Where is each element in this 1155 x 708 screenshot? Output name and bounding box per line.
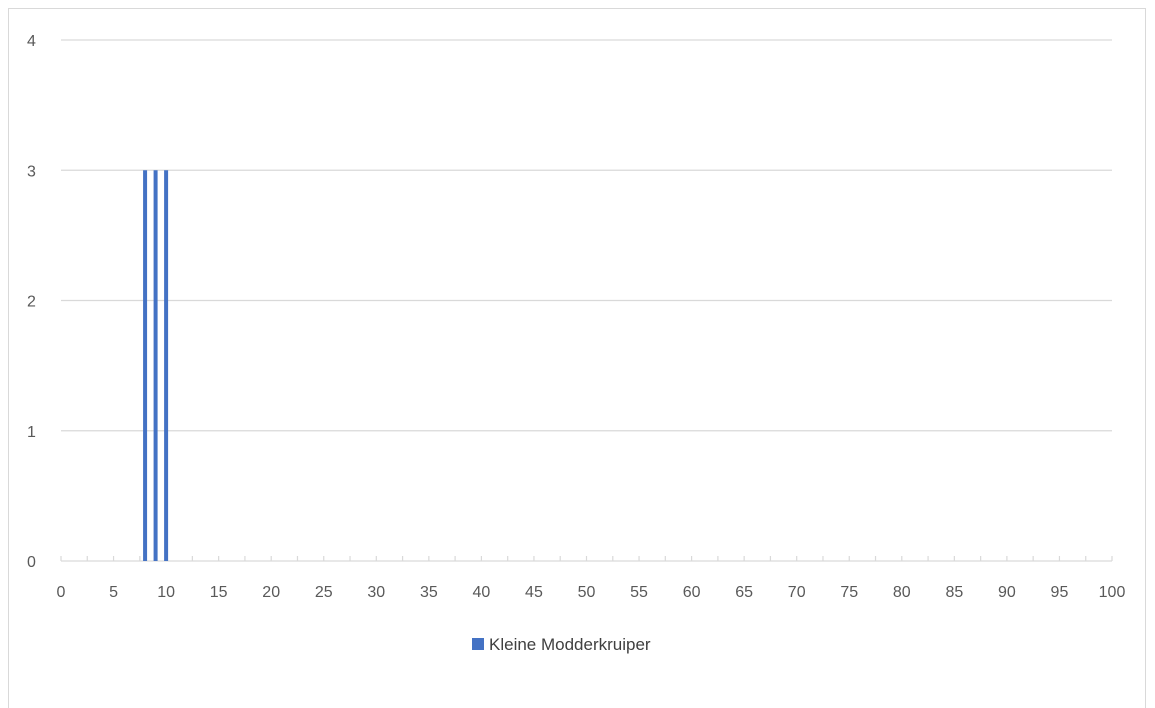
x-tick-label: 5 (109, 584, 118, 601)
y-tick-label: 0 (27, 554, 36, 571)
x-tick-label: 55 (630, 584, 648, 601)
x-tick-label: 50 (578, 584, 596, 601)
legend-label: Kleine Modderkruiper (489, 635, 651, 654)
data-bars (143, 170, 168, 561)
gridlines (61, 40, 1112, 431)
y-tick-label: 1 (27, 424, 36, 441)
bar-x9 (154, 170, 158, 561)
x-tick-label: 80 (893, 584, 911, 601)
x-tick-label: 35 (420, 584, 438, 601)
legend-swatch (472, 638, 484, 650)
x-tick-label: 25 (315, 584, 333, 601)
x-tick-label: 15 (210, 584, 228, 601)
x-tick-label: 70 (788, 584, 806, 601)
legend: Kleine Modderkruiper (472, 635, 651, 654)
bar-x10 (164, 170, 168, 561)
x-tick-label: 90 (998, 584, 1016, 601)
y-tick-label: 4 (27, 33, 36, 50)
x-tick-label: 10 (157, 584, 175, 601)
x-tick-label: 0 (57, 584, 66, 601)
x-tick-label: 95 (1051, 584, 1069, 601)
x-tick-label: 40 (473, 584, 491, 601)
x-tick-label: 60 (683, 584, 701, 601)
y-axis-tick-labels: 0 1 2 3 4 (27, 33, 36, 571)
x-tick-label: 20 (262, 584, 280, 601)
x-axis (61, 556, 1112, 561)
x-axis-tick-labels: 0 5 10 15 20 25 30 35 40 45 50 55 60 65 70 75 80 85 90 95 10… (57, 584, 1126, 601)
chart-canvas: 0 1 2 3 4 0 5 10 15 20 25 30 35 40 45 50 55 60 65 70 75 80 85… (0, 0, 1155, 677)
x-tick-label: 85 (945, 584, 963, 601)
x-tick-label: 45 (525, 584, 543, 601)
x-tick-label: 30 (367, 584, 385, 601)
y-tick-label: 3 (27, 163, 36, 180)
bar-x8 (143, 170, 147, 561)
x-tick-label: 75 (840, 584, 858, 601)
x-tick-label: 100 (1099, 584, 1126, 601)
x-tick-label: 65 (735, 584, 753, 601)
y-tick-label: 2 (27, 294, 36, 311)
